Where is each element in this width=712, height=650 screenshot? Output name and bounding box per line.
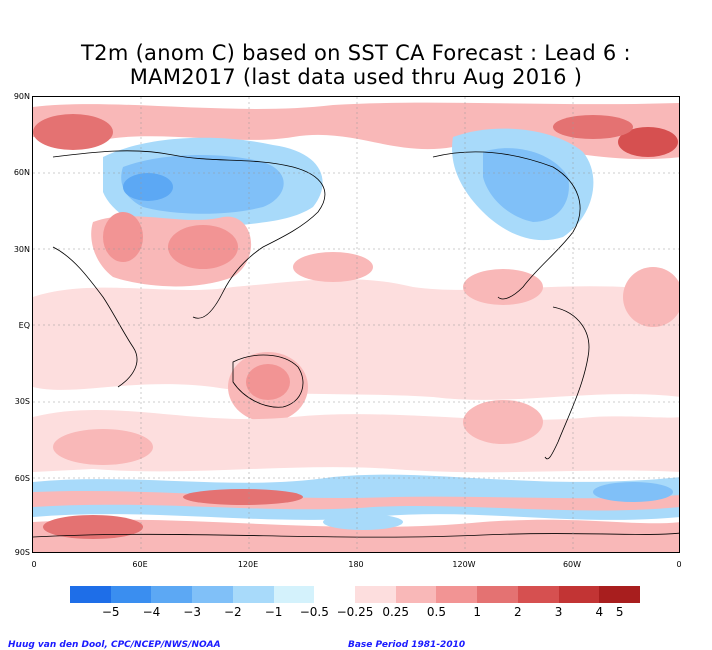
color-bar-tick-label: −0.5	[299, 605, 329, 619]
lat-label-60s: 60S	[14, 474, 30, 483]
color-bar-tick-label: −1	[264, 605, 283, 619]
lat-label-30s: 30S	[14, 397, 30, 406]
base-period: Base Period 1981-2010	[348, 640, 466, 650]
color-bar-tick-label: −2	[223, 605, 242, 619]
color-bar-tick-label: −0.25	[336, 605, 374, 619]
color-bar-segment	[70, 586, 111, 603]
color-bar-tick-label: 3	[554, 605, 563, 619]
color-bar-tick-label: 0.5	[426, 605, 446, 619]
color-bar-tick-label: 1	[473, 605, 481, 619]
color-bar-tick-label: −4	[142, 605, 161, 619]
color-bar-tick-label: 4	[595, 605, 604, 619]
author-credit: Huug van den Dool, CPC/NCEP/NWS/NOAA	[8, 640, 221, 650]
color-bar-segment	[599, 586, 641, 603]
color-bar-segment	[110, 586, 152, 603]
lon-label-60e: 60E	[132, 560, 148, 569]
color-bar-tick-label: −3	[183, 605, 201, 619]
lon-label-120w: 120W	[452, 560, 476, 569]
color-bar-tick-label: −5	[101, 605, 120, 619]
lat-label-90n: 90N	[13, 92, 30, 101]
color-bar-segment	[558, 586, 600, 603]
color-bar	[70, 586, 641, 603]
color-bar-segment	[192, 586, 233, 603]
color-bar-tick-label: 5	[615, 605, 624, 619]
lat-label-60n: 60N	[13, 168, 30, 177]
color-bar-segment	[151, 586, 193, 603]
color-bar-segment	[314, 586, 356, 603]
color-bar-tick-label: 0.25	[382, 605, 410, 619]
color-bar-segment	[395, 586, 437, 603]
color-bar-segment	[232, 586, 274, 603]
lon-label-180: 180	[348, 560, 364, 569]
color-bar-tick-label: 2	[514, 605, 522, 619]
map-title-line-2: MAM2017 (last data used thru Aug 2016 )	[129, 65, 583, 89]
temperature-anomaly-map	[32, 96, 680, 553]
lon-label-0: 0	[31, 560, 37, 569]
lon-label-0-east: 0	[676, 560, 682, 569]
map-title-line-1: T2m (anom C) based on SST CA Forecast : …	[81, 41, 631, 65]
color-bar-segment	[477, 586, 518, 603]
anomaly-field	[33, 97, 679, 552]
color-bar-segment	[517, 586, 559, 603]
lat-label-30n: 30N	[13, 245, 30, 254]
lon-label-60w: 60W	[562, 560, 582, 569]
color-bar-segment	[355, 586, 396, 603]
lat-label-90s: 90S	[14, 548, 30, 557]
lon-label-120e: 120E	[237, 560, 259, 569]
color-bar-segment	[273, 586, 315, 603]
color-bar-segment	[436, 586, 478, 603]
lat-label-eq: EQ	[18, 321, 30, 330]
